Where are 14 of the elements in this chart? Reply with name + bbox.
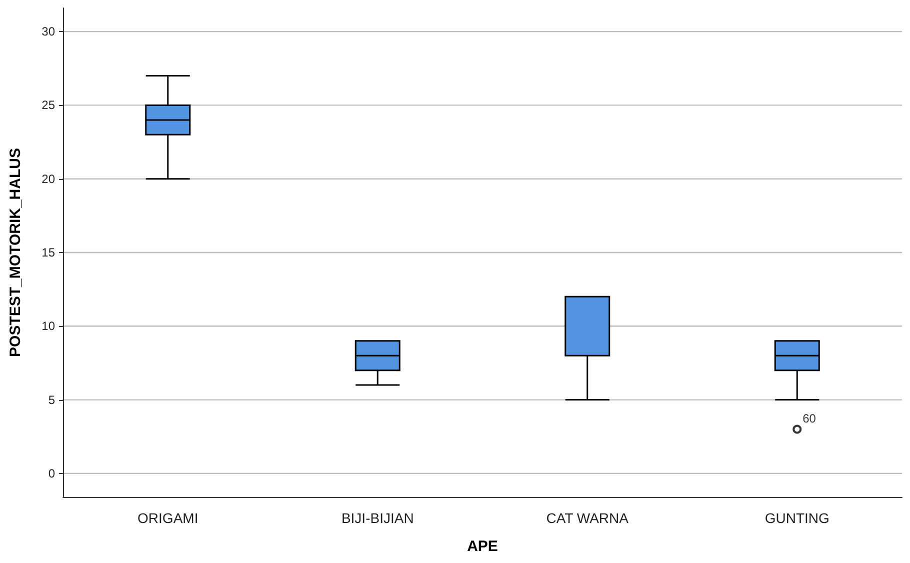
x-tick-label: CAT WARNA — [546, 510, 630, 526]
x-tick-label: ORIGAMI — [138, 510, 198, 526]
x-tick-label: GUNTING — [764, 510, 830, 526]
x-axis-title: APE — [467, 538, 498, 555]
y-tick-label: 15 — [42, 246, 56, 260]
annotation: 60 — [802, 412, 816, 426]
y-tick-label: 25 — [42, 98, 56, 112]
y-tick-label: 5 — [48, 392, 56, 407]
y-axis-title: POSTEST_MOTORIK_HALUS — [7, 148, 24, 357]
x-tick-label: BIJI-BIJIAN — [341, 510, 414, 526]
y-tick-label: 20 — [42, 172, 56, 186]
y-tick-label: 10 — [42, 319, 56, 334]
y-tick-label: 0 — [48, 466, 56, 480]
y-tick-label: 30 — [42, 24, 56, 39]
